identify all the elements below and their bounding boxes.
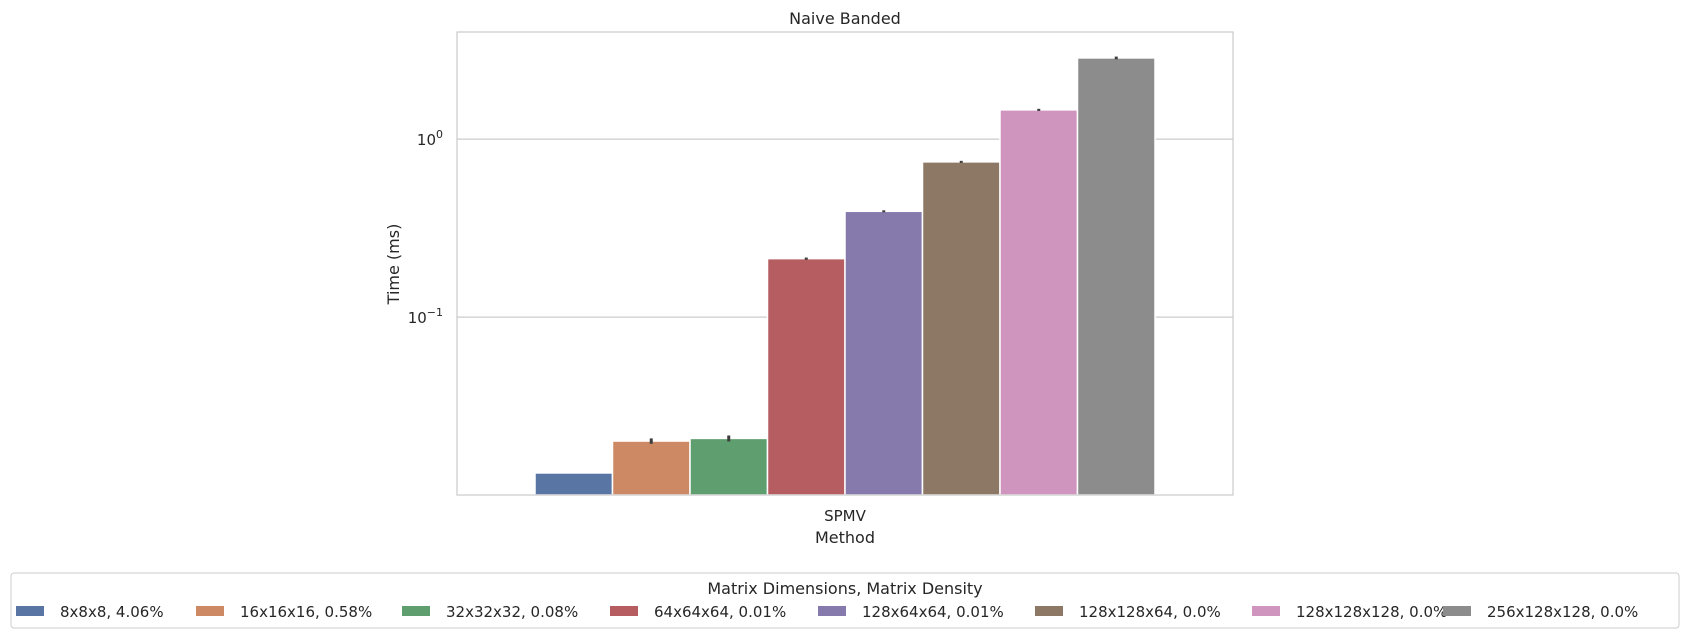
bar xyxy=(921,161,1001,496)
y-tick-label: 100 xyxy=(417,128,443,149)
y-tick-labels: 100 10−1 xyxy=(408,128,443,327)
legend-label: 16x16x16, 0.58% xyxy=(240,603,372,621)
legend-entries: 8x8x8, 4.06% 16x16x16, 0.58% 32x32x32, 0.0… xyxy=(16,603,1638,621)
legend-swatch xyxy=(1443,606,1471,616)
legend-swatch xyxy=(1035,606,1063,616)
legend-item: 8x8x8, 4.06% xyxy=(16,603,164,621)
x-tick-label: SPMV xyxy=(824,507,867,525)
bar xyxy=(1076,57,1156,496)
legend-label: 32x32x32, 0.08% xyxy=(446,603,578,621)
legend-item: 128x128x64, 0.0% xyxy=(1035,603,1221,621)
legend-swatch xyxy=(818,606,846,616)
error-bars xyxy=(649,56,1118,444)
plot-frame xyxy=(456,31,1234,496)
legend-swatch xyxy=(610,606,638,616)
legend-item: 64x64x64, 0.01% xyxy=(610,603,786,621)
legend-item: 128x64x64, 0.01% xyxy=(818,603,1004,621)
legend-item: 16x16x16, 0.58% xyxy=(196,603,372,621)
y-axis-label: Time (ms) xyxy=(384,224,403,306)
x-axis-label: Method xyxy=(815,528,875,547)
legend-label: 256x128x128, 0.0% xyxy=(1487,603,1638,621)
y-tick-label: 10−1 xyxy=(408,306,443,327)
legend-label: 128x128x128, 0.0% xyxy=(1296,603,1447,621)
legend-swatch xyxy=(402,606,430,616)
chart-title: Naive Banded xyxy=(789,9,901,28)
legend-swatch xyxy=(196,606,224,616)
legend-label: 64x64x64, 0.01% xyxy=(654,603,786,621)
bar xyxy=(999,109,1079,496)
bar xyxy=(766,257,846,496)
bar xyxy=(689,437,769,496)
legend-label: 8x8x8, 4.06% xyxy=(60,603,164,621)
legend-item: 128x128x128, 0.0% xyxy=(1252,603,1447,621)
bar xyxy=(534,472,614,496)
legend-swatch xyxy=(16,606,44,616)
legend-title: Matrix Dimensions, Matrix Density xyxy=(707,579,982,598)
bars xyxy=(534,57,1156,496)
bar xyxy=(611,440,691,496)
legend-label: 128x128x64, 0.0% xyxy=(1079,603,1221,621)
bar xyxy=(844,210,924,496)
legend-label: 128x64x64, 0.01% xyxy=(862,603,1004,621)
legend-swatch xyxy=(1252,606,1280,616)
legend-item: 256x128x128, 0.0% xyxy=(1443,603,1638,621)
legend-item: 32x32x32, 0.08% xyxy=(402,603,578,621)
